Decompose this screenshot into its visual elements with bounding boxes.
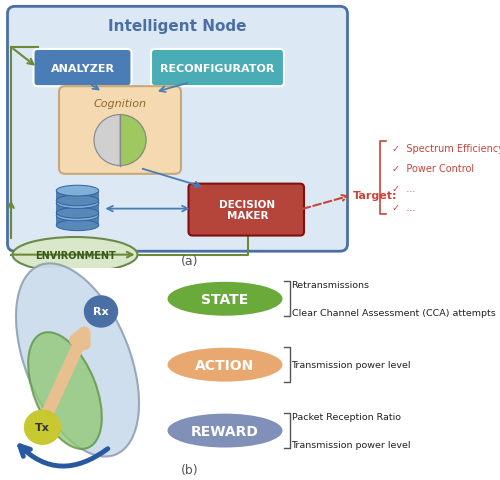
Ellipse shape xyxy=(168,348,282,382)
FancyBboxPatch shape xyxy=(8,7,347,252)
Text: Intelligent Node: Intelligent Node xyxy=(108,19,247,35)
Wedge shape xyxy=(120,115,146,166)
Ellipse shape xyxy=(56,198,99,209)
Ellipse shape xyxy=(168,282,282,316)
Polygon shape xyxy=(56,204,99,214)
Text: Clear Channel Assessment (CCA) attempts: Clear Channel Assessment (CCA) attempts xyxy=(292,309,495,318)
Text: ✓  ...: ✓ ... xyxy=(392,203,416,213)
Ellipse shape xyxy=(56,211,99,221)
Ellipse shape xyxy=(56,186,99,197)
Text: ENVIRONMENT: ENVIRONMENT xyxy=(34,250,116,260)
Text: REWARD: REWARD xyxy=(191,424,259,438)
Text: ANALYZER: ANALYZER xyxy=(50,63,114,73)
Ellipse shape xyxy=(56,208,99,219)
FancyBboxPatch shape xyxy=(151,50,284,87)
Text: Tx: Tx xyxy=(35,422,50,432)
Ellipse shape xyxy=(56,220,99,231)
Text: RECONFIGURATOR: RECONFIGURATOR xyxy=(160,63,274,73)
Ellipse shape xyxy=(168,414,282,447)
FancyBboxPatch shape xyxy=(34,50,132,87)
Text: Rx: Rx xyxy=(93,307,109,317)
Text: Transmission power level: Transmission power level xyxy=(292,440,411,449)
Ellipse shape xyxy=(16,264,139,456)
Text: Packet Reception Ratio: Packet Reception Ratio xyxy=(292,412,401,421)
Text: (a): (a) xyxy=(181,255,199,268)
Ellipse shape xyxy=(56,195,99,206)
Ellipse shape xyxy=(12,238,138,273)
FancyBboxPatch shape xyxy=(59,87,181,174)
Text: ✓  Power Control: ✓ Power Control xyxy=(392,164,474,174)
Ellipse shape xyxy=(28,333,102,449)
Text: ✓  Spectrum Efficiency: ✓ Spectrum Efficiency xyxy=(392,144,500,154)
Text: Target:: Target: xyxy=(352,191,397,201)
Text: Cognition: Cognition xyxy=(94,98,146,108)
Text: Retransmissions: Retransmissions xyxy=(292,280,370,289)
Circle shape xyxy=(84,296,117,327)
Text: (b): (b) xyxy=(181,463,199,476)
Text: ACTION: ACTION xyxy=(196,358,254,372)
Text: Transmission power level: Transmission power level xyxy=(292,360,411,370)
Text: ✓  ...: ✓ ... xyxy=(392,183,416,193)
Wedge shape xyxy=(94,115,120,166)
Text: STATE: STATE xyxy=(202,292,248,306)
FancyBboxPatch shape xyxy=(188,184,304,236)
Circle shape xyxy=(24,410,60,444)
Polygon shape xyxy=(56,191,99,201)
Text: DECISION
MAKER: DECISION MAKER xyxy=(220,199,276,221)
Polygon shape xyxy=(56,216,99,226)
